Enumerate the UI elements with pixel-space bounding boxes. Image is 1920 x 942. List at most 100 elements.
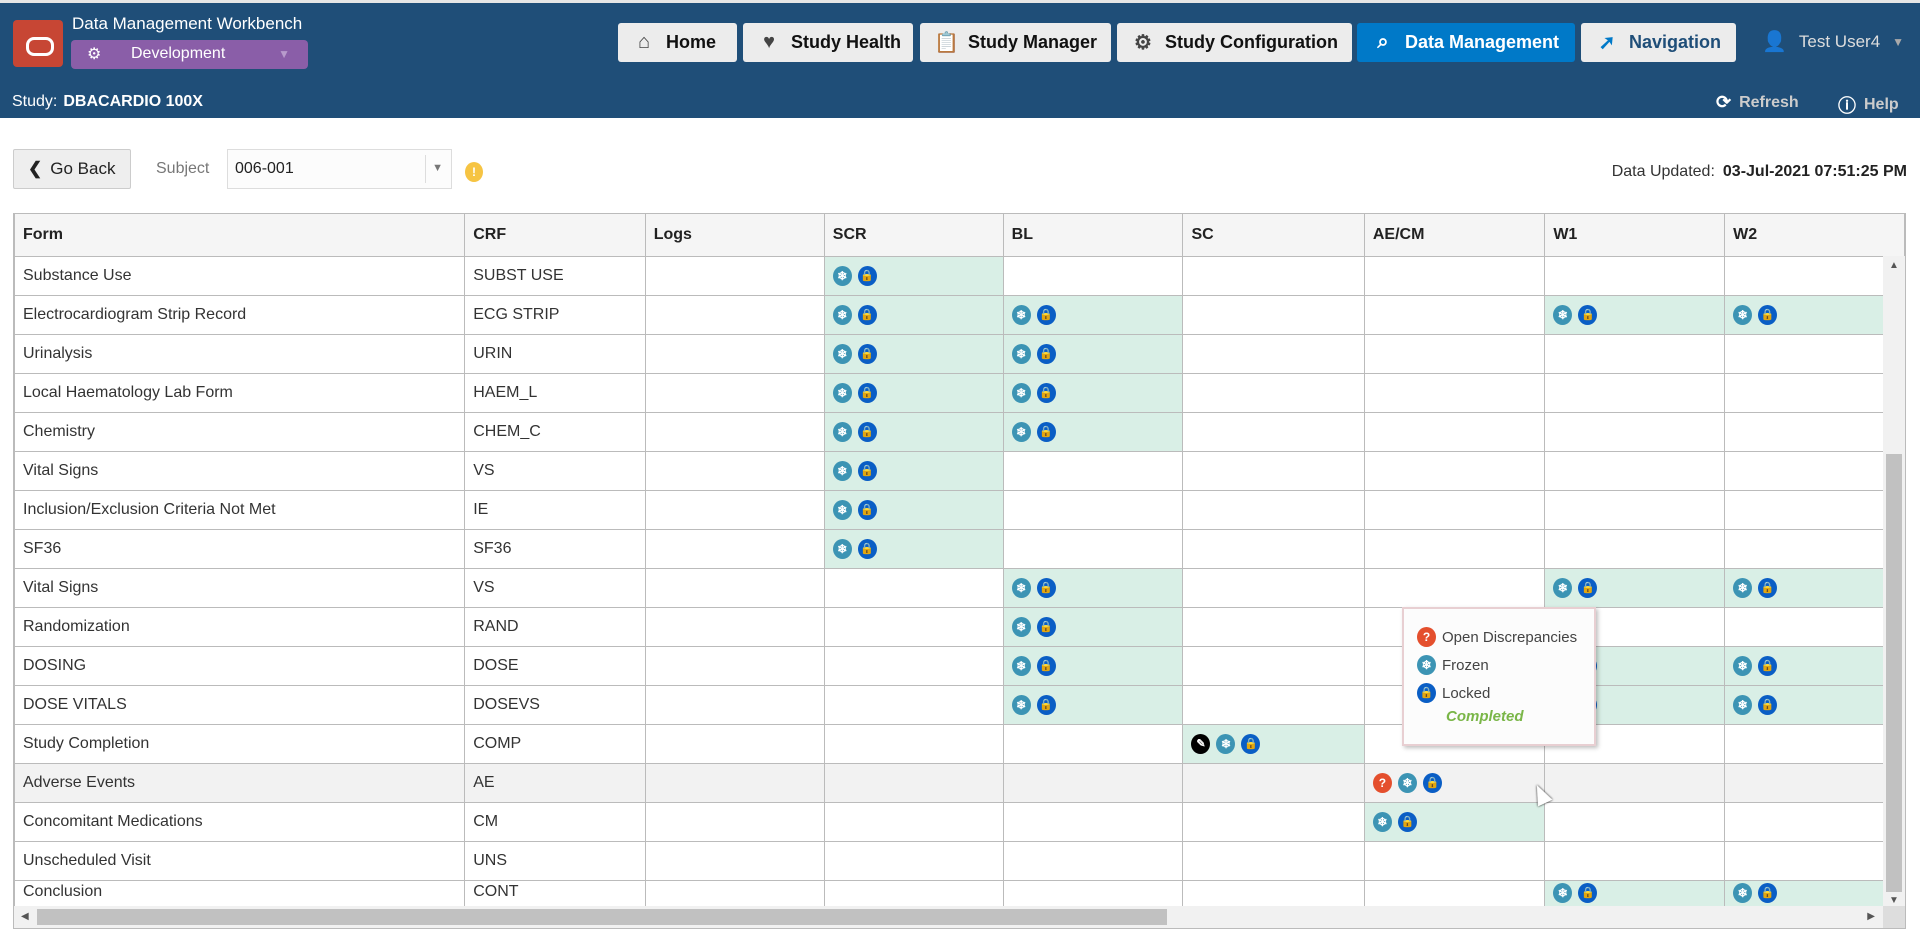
frozen-icon[interactable]: ❄ — [832, 421, 852, 442]
visit-cell[interactable] — [1182, 294, 1365, 335]
locked-icon[interactable]: 🔒 — [857, 460, 877, 481]
visit-cell[interactable] — [1002, 723, 1184, 764]
visit-cell[interactable] — [1182, 606, 1365, 647]
locked-icon[interactable]: 🔒 — [1758, 655, 1778, 676]
visit-cell[interactable] — [823, 801, 1004, 842]
locked-icon[interactable]: 🔒 — [1758, 304, 1778, 325]
visit-cell[interactable] — [1182, 840, 1365, 881]
vertical-scrollbar[interactable]: ▲ ▼ — [1883, 256, 1905, 908]
form-name-cell[interactable]: Substance Use — [14, 255, 466, 296]
user-menu[interactable]: 👤 Test User4 ▼ — [1762, 29, 1904, 54]
visit-cell[interactable]: ❄🔒 — [1002, 411, 1184, 452]
visit-cell[interactable] — [1002, 528, 1184, 569]
visit-cell[interactable]: ❄🔒 — [1724, 567, 1905, 608]
visit-cell[interactable]: ✎ ❄ 🔒 — [1182, 723, 1365, 764]
visit-cell[interactable]: ❄🔒 — [1724, 294, 1905, 335]
visit-cell[interactable] — [644, 372, 825, 413]
visit-cell[interactable] — [1544, 762, 1726, 803]
nav-study-health[interactable]: ♥ Study Health — [743, 23, 913, 62]
form-name-cell[interactable]: Vital Signs — [14, 567, 466, 608]
crf-cell[interactable]: DOSE — [464, 645, 646, 686]
locked-icon[interactable]: 🔒 — [1758, 577, 1778, 598]
visit-cell[interactable]: ❄🔒 — [1724, 684, 1905, 725]
nav-study-manager[interactable]: 📋 Study Manager — [920, 23, 1111, 62]
scroll-up-icon[interactable]: ▲ — [1889, 260, 1899, 271]
frozen-icon[interactable]: ❄ — [1733, 694, 1753, 715]
table-row[interactable]: Electrocardiogram Strip Record ECG STRIP ❄… — [14, 294, 1905, 335]
nav-navigation[interactable]: ➚ Navigation — [1581, 23, 1736, 62]
locked-icon[interactable]: 🔒 — [857, 343, 877, 364]
visit-cell[interactable] — [1182, 255, 1365, 296]
visit-cell[interactable] — [823, 840, 1004, 881]
frozen-icon[interactable]: ❄ — [832, 538, 852, 559]
locked-icon[interactable]: 🔒 — [1758, 882, 1778, 903]
locked-icon[interactable]: 🔒 — [857, 421, 877, 442]
visit-cell[interactable] — [644, 840, 825, 881]
visit-cell[interactable] — [644, 762, 825, 803]
visit-cell[interactable]: ❄🔒 — [1363, 801, 1546, 842]
frozen-icon[interactable]: ❄ — [1011, 304, 1031, 325]
visit-cell[interactable] — [1002, 840, 1184, 881]
table-row[interactable]: Study Completion COMP ✎ ❄ 🔒 — [14, 723, 1905, 764]
visit-cell[interactable] — [1182, 684, 1365, 725]
frozen-icon[interactable]: ❄ — [832, 499, 852, 520]
crf-cell[interactable]: IE — [464, 489, 646, 530]
form-name-cell[interactable]: SF36 — [14, 528, 466, 569]
visit-cell[interactable]: ❄🔒 — [1544, 567, 1726, 608]
visit-cell[interactable]: ❄🔒 — [1002, 567, 1184, 608]
scroll-left-icon[interactable]: ◀ — [21, 911, 29, 922]
visit-cell[interactable]: ? ❄ 🔒 — [1363, 762, 1546, 803]
frozen-icon[interactable]: ❄ — [1011, 343, 1031, 364]
locked-icon[interactable]: 🔒 — [1578, 882, 1598, 903]
visit-cell[interactable]: ❄🔒 — [823, 333, 1004, 374]
column-header-bl[interactable]: BL — [1002, 214, 1184, 257]
form-name-cell[interactable]: DOSE VITALS — [14, 684, 466, 725]
visit-cell[interactable] — [823, 567, 1004, 608]
table-row[interactable]: Chemistry CHEM_C ❄ 🔒 ❄ 🔒 — [14, 411, 1905, 452]
visit-cell[interactable] — [644, 333, 825, 374]
table-row[interactable]: Substance Use SUBST USE ❄ 🔒 — [14, 255, 1905, 296]
frozen-icon[interactable]: ❄ — [1733, 577, 1753, 598]
form-name-cell[interactable]: Inclusion/Exclusion Criteria Not Met — [14, 489, 466, 530]
visit-cell[interactable] — [1363, 567, 1546, 608]
frozen-icon[interactable]: ❄ — [1011, 577, 1031, 598]
visit-cell[interactable] — [1724, 606, 1905, 647]
locked-icon[interactable]: 🔒 — [1036, 577, 1056, 598]
form-name-cell[interactable]: DOSING — [14, 645, 466, 686]
visit-cell[interactable] — [644, 411, 825, 452]
locked-icon[interactable]: 🔒 — [1036, 382, 1056, 403]
visit-cell[interactable] — [823, 606, 1004, 647]
warning-icon[interactable]: ! — [465, 162, 483, 182]
visit-cell[interactable] — [823, 684, 1004, 725]
visit-cell[interactable]: ❄🔒 — [823, 255, 1004, 296]
horizontal-scrollbar[interactable]: ◀ ▶ — [14, 906, 1883, 928]
visit-cell[interactable] — [1724, 255, 1905, 296]
visit-cell[interactable] — [1182, 450, 1365, 491]
vertical-scroll-thumb[interactable] — [1886, 454, 1902, 892]
locked-icon[interactable]: 🔒 — [1241, 733, 1261, 754]
column-header-logs[interactable]: Logs — [644, 214, 825, 257]
visit-cell[interactable] — [1002, 762, 1184, 803]
visit-cell[interactable] — [644, 567, 825, 608]
visit-cell[interactable] — [1724, 840, 1905, 881]
visit-cell[interactable] — [1544, 411, 1726, 452]
visit-cell[interactable] — [1182, 645, 1365, 686]
form-name-cell[interactable]: Unscheduled Visit — [14, 840, 466, 881]
locked-icon[interactable]: 🔒 — [1036, 304, 1056, 325]
visit-cell[interactable]: ❄🔒 — [1002, 294, 1184, 335]
locked-icon[interactable]: 🔒 — [1036, 655, 1056, 676]
visit-cell[interactable] — [1363, 411, 1546, 452]
nav-home[interactable]: ⌂ Home — [618, 23, 737, 62]
table-row[interactable]: Local Haematology Lab Form HAEM_L ❄ 🔒 ❄ 🔒 — [14, 372, 1905, 413]
frozen-icon[interactable]: ❄ — [832, 382, 852, 403]
frozen-icon[interactable]: ❄ — [1733, 304, 1753, 325]
form-name-cell[interactable]: Concomitant Medications — [14, 801, 466, 842]
visit-cell[interactable] — [823, 723, 1004, 764]
frozen-icon[interactable]: ❄ — [832, 460, 852, 481]
visit-cell[interactable] — [1363, 294, 1546, 335]
locked-icon[interactable]: 🔒 — [857, 499, 877, 520]
visit-cell[interactable] — [1182, 762, 1365, 803]
column-header-form[interactable]: Form — [14, 214, 466, 257]
column-header-crf[interactable]: CRF — [464, 214, 646, 257]
